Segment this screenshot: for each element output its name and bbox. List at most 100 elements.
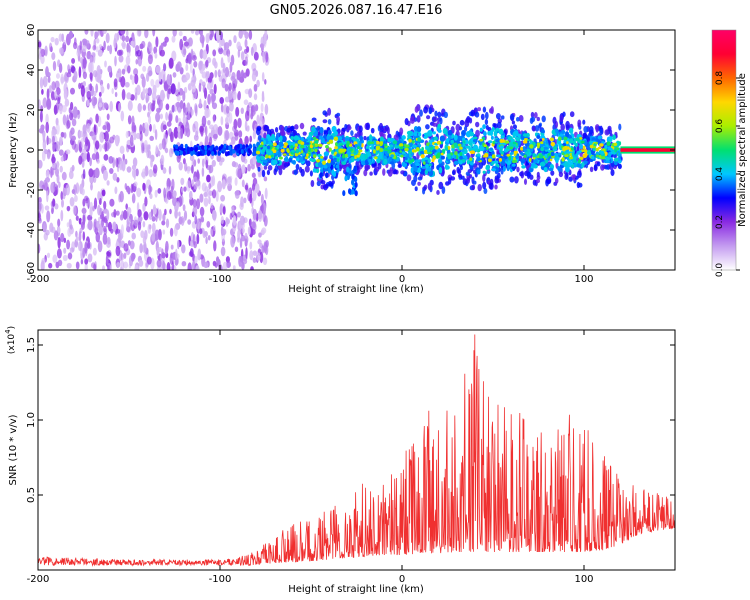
noise-blob <box>104 141 108 153</box>
band-blob <box>432 131 436 135</box>
band-blob <box>317 162 323 168</box>
noise-blob <box>45 66 49 78</box>
band-hotspot <box>434 145 439 150</box>
band-blob <box>511 120 515 125</box>
noise-blob <box>77 241 81 251</box>
band-hotspot <box>492 140 496 145</box>
band-blob <box>482 181 487 190</box>
noise-blob <box>139 243 143 254</box>
band-hotspot <box>404 157 408 161</box>
band-hotspot <box>300 144 305 149</box>
noise-blob <box>189 62 193 74</box>
band-hotspot <box>378 152 383 156</box>
noise-blob <box>82 38 88 45</box>
noise-blob <box>139 216 143 222</box>
noise-blob <box>44 45 48 57</box>
noise-blob <box>133 181 138 187</box>
noise-blob <box>145 97 149 104</box>
band-hotspot <box>457 143 462 147</box>
band-hotspot <box>544 153 548 159</box>
noise-blob <box>102 265 105 270</box>
band-blob <box>329 135 334 141</box>
band-blob <box>436 189 440 196</box>
band-hotspot <box>399 146 404 150</box>
band-blob <box>432 116 438 122</box>
noise-blob <box>237 237 240 243</box>
band-blob <box>201 149 206 155</box>
band-blob <box>491 168 497 172</box>
band-blob <box>583 125 589 133</box>
noise-blob <box>141 76 146 89</box>
noise-blob <box>206 71 210 79</box>
noise-blob <box>260 193 264 205</box>
band-blob <box>530 116 536 123</box>
band-blob <box>358 125 363 133</box>
noise-blob <box>44 177 51 183</box>
noise-blob <box>122 153 125 162</box>
band-blob <box>383 158 388 165</box>
band-blob <box>350 130 354 137</box>
noise-blob <box>164 147 169 154</box>
noise-blob <box>101 216 106 222</box>
noise-blob <box>57 96 61 105</box>
noise-blob <box>144 30 149 39</box>
band-blob <box>257 166 261 172</box>
noise-blob <box>94 167 100 179</box>
band-hotspot <box>500 151 504 155</box>
band-blob <box>278 141 284 147</box>
band-hotspot <box>568 156 574 160</box>
band-blob <box>533 158 538 164</box>
band-blob <box>295 157 300 162</box>
band-blob <box>559 133 564 137</box>
noise-blob <box>183 106 186 118</box>
band-blob <box>497 172 501 179</box>
band-blob <box>599 128 604 136</box>
noise-blob <box>84 241 88 254</box>
noise-blob <box>135 168 139 177</box>
band-hotspot <box>571 147 574 151</box>
band-blob <box>607 125 612 132</box>
band-hotspot <box>459 155 463 160</box>
noise-blob <box>116 261 121 268</box>
noise-blob <box>201 115 207 128</box>
noise-blob <box>199 228 203 235</box>
noise-blob <box>192 123 196 133</box>
band-blob <box>511 163 516 167</box>
band-blob <box>482 106 487 113</box>
band-blob <box>496 154 501 158</box>
noise-blob <box>264 187 268 200</box>
band-blob <box>532 126 536 132</box>
band-blob <box>587 143 591 151</box>
noise-blob <box>148 184 152 196</box>
band-blob <box>366 164 371 170</box>
noise-blob <box>137 221 142 231</box>
noise-blob <box>235 106 240 117</box>
noise-blob <box>184 162 188 172</box>
noise-blob <box>55 141 61 152</box>
noise-blob <box>153 46 158 55</box>
noise-blob <box>177 81 181 93</box>
band-blob <box>294 124 299 130</box>
band-blob <box>523 178 528 185</box>
noise-blob <box>191 54 197 61</box>
band-hotspot <box>595 141 598 145</box>
noise-blob <box>182 35 187 42</box>
noise-blob <box>187 219 192 225</box>
band-blob <box>443 111 449 119</box>
band-blob <box>554 128 559 134</box>
noise-blob <box>119 145 125 154</box>
band-blob <box>596 161 601 167</box>
noise-blob <box>38 127 44 134</box>
band-hotspot <box>540 141 544 145</box>
noise-blob <box>180 177 185 186</box>
noise-blob <box>46 210 51 223</box>
band-hotspot <box>520 146 524 151</box>
noise-blob <box>261 90 265 100</box>
band-hotspot <box>579 156 584 161</box>
band-blob <box>417 176 423 181</box>
band-hotspot <box>294 143 298 147</box>
noise-blob <box>208 164 214 174</box>
noise-blob <box>172 72 177 78</box>
noise-blob <box>81 44 87 53</box>
band-blob <box>403 171 408 177</box>
